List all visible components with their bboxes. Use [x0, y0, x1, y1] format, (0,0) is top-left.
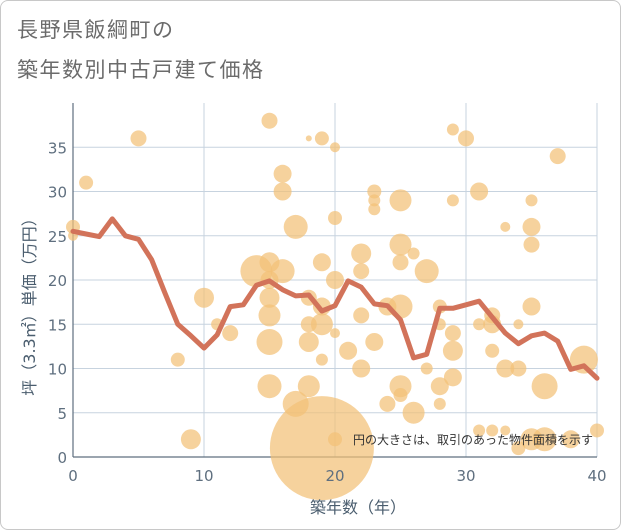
data-bubble	[328, 211, 342, 226]
data-bubble	[379, 395, 396, 412]
x-tick-label: 20	[325, 467, 344, 485]
data-bubble	[297, 375, 320, 398]
data-bubble	[561, 430, 580, 449]
data-bubble	[273, 182, 292, 201]
data-bubble	[79, 175, 94, 190]
data-bubble	[170, 352, 185, 367]
data-bubble	[389, 233, 412, 256]
data-bubble	[510, 360, 527, 377]
x-tick-label: 10	[194, 467, 213, 485]
data-bubble	[222, 325, 239, 342]
data-bubble	[500, 221, 511, 232]
y-tick-label: 15	[48, 316, 67, 334]
data-bubble	[470, 182, 489, 201]
data-bubble	[458, 130, 474, 147]
data-bubble	[330, 328, 340, 339]
data-bubble	[549, 148, 566, 165]
data-bubble	[194, 287, 214, 308]
data-bubble	[256, 328, 283, 355]
data-bubble	[590, 423, 604, 438]
data-bubble	[180, 429, 201, 450]
y-tick-label: 35	[48, 139, 67, 157]
data-bubble	[525, 194, 538, 207]
data-bubble	[339, 341, 358, 360]
data-bubble	[523, 236, 540, 253]
data-bubble	[433, 397, 446, 410]
data-bubble	[312, 253, 331, 272]
data-bubble	[353, 307, 370, 324]
data-bubble	[430, 377, 449, 396]
chart-title-line1: 長野県飯綱町の	[17, 18, 175, 42]
data-bubble	[270, 259, 295, 284]
y-tick-label: 25	[48, 228, 67, 246]
data-bubble	[392, 254, 409, 271]
data-bubble	[388, 294, 413, 319]
x-tick-label: 40	[587, 467, 606, 485]
data-bubble	[261, 112, 278, 129]
data-bubble	[273, 164, 292, 183]
data-bubble	[310, 313, 333, 336]
y-tick-label: 20	[48, 272, 67, 290]
data-bubble	[330, 142, 340, 153]
y-tick-label: 5	[57, 405, 67, 423]
data-bubble	[486, 424, 499, 437]
data-bubble	[314, 131, 329, 146]
data-bubble	[402, 401, 425, 424]
x-axis-label: 築年数（年）	[310, 498, 406, 517]
data-bubble	[393, 388, 408, 403]
data-bubble	[444, 325, 461, 342]
x-tick-label: 0	[68, 467, 78, 485]
data-bubble	[473, 424, 486, 437]
data-bubble	[367, 184, 382, 199]
data-bubble	[328, 432, 342, 447]
data-bubble	[531, 373, 558, 400]
data-bubble	[473, 318, 486, 331]
data-bubble	[352, 359, 371, 378]
data-bubble	[522, 217, 541, 236]
data-bubble	[130, 130, 147, 147]
data-bubble	[257, 374, 282, 399]
data-bubble	[351, 243, 372, 264]
y-tick-label: 10	[48, 361, 67, 379]
chart-title-line2: 築年数別中古戸建て価格	[17, 58, 265, 82]
data-bubble	[389, 189, 412, 212]
y-tick-label: 30	[48, 184, 67, 202]
data-bubble	[420, 362, 433, 375]
bubble-size-note: 円の大きさは、取引のあった物件面積を示す	[353, 432, 593, 447]
y-axis-label: 坪（3.3㎡）単価（万円）	[20, 210, 39, 395]
data-bubble	[500, 425, 511, 436]
data-bubble	[513, 319, 524, 330]
y-tick-label: 0	[57, 449, 67, 467]
data-bubble	[443, 368, 462, 387]
data-bubble	[532, 427, 557, 452]
data-bubble	[258, 304, 281, 327]
data-bubble	[446, 123, 459, 136]
x-tick-label: 30	[456, 467, 475, 485]
data-bubble	[283, 214, 308, 239]
data-bubble	[305, 135, 312, 142]
data-bubble	[368, 203, 381, 216]
average-price-line	[70, 216, 600, 381]
data-bubble	[298, 331, 319, 352]
data-bubble	[353, 263, 370, 280]
data-bubble	[442, 340, 463, 361]
data-bubble	[365, 332, 384, 351]
data-bubble	[326, 271, 344, 289]
data-bubble	[485, 343, 500, 358]
data-bubble	[315, 353, 328, 366]
data-bubble	[496, 359, 515, 378]
data-bubble	[407, 247, 420, 260]
data-bubble	[259, 287, 280, 308]
data-bubble	[446, 194, 459, 207]
data-bubble	[414, 259, 439, 284]
data-bubble	[368, 194, 381, 207]
data-bubble	[522, 297, 541, 316]
data-bubble	[269, 396, 374, 501]
